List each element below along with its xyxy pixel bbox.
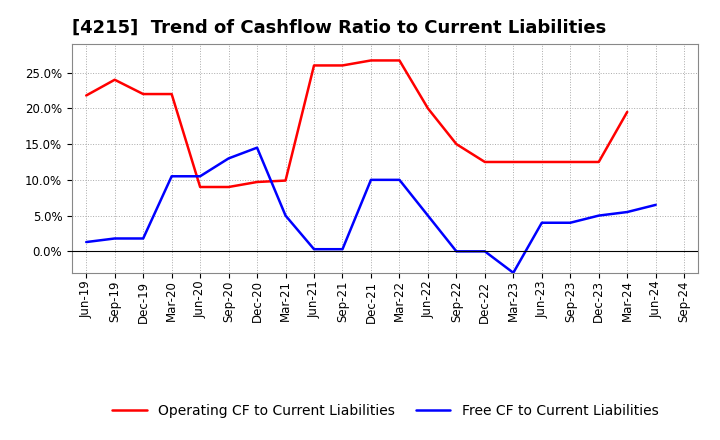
Operating CF to Current Liabilities	[395, 58, 404, 63]
Free CF to Current Liabilities	[595, 213, 603, 218]
Legend: Operating CF to Current Liabilities, Free CF to Current Liabilities: Operating CF to Current Liabilities, Fre…	[107, 399, 664, 424]
Operating CF to Current Liabilities	[452, 141, 461, 147]
Text: [4215]  Trend of Cashflow Ratio to Current Liabilities: [4215] Trend of Cashflow Ratio to Curren…	[72, 19, 606, 37]
Free CF to Current Liabilities	[537, 220, 546, 225]
Free CF to Current Liabilities	[167, 174, 176, 179]
Free CF to Current Liabilities	[366, 177, 375, 183]
Operating CF to Current Liabilities	[480, 159, 489, 165]
Free CF to Current Liabilities	[110, 236, 119, 241]
Operating CF to Current Liabilities	[253, 180, 261, 185]
Free CF to Current Liabilities	[282, 213, 290, 218]
Free CF to Current Liabilities	[225, 156, 233, 161]
Line: Operating CF to Current Liabilities: Operating CF to Current Liabilities	[86, 60, 627, 187]
Free CF to Current Liabilities	[196, 174, 204, 179]
Operating CF to Current Liabilities	[509, 159, 518, 165]
Free CF to Current Liabilities	[452, 249, 461, 254]
Operating CF to Current Liabilities	[423, 106, 432, 111]
Operating CF to Current Liabilities	[225, 184, 233, 190]
Operating CF to Current Liabilities	[537, 159, 546, 165]
Operating CF to Current Liabilities	[110, 77, 119, 82]
Free CF to Current Liabilities	[509, 270, 518, 275]
Free CF to Current Liabilities	[82, 239, 91, 245]
Operating CF to Current Liabilities	[566, 159, 575, 165]
Operating CF to Current Liabilities	[623, 109, 631, 114]
Free CF to Current Liabilities	[566, 220, 575, 225]
Free CF to Current Liabilities	[253, 145, 261, 150]
Free CF to Current Liabilities	[310, 246, 318, 252]
Free CF to Current Liabilities	[623, 209, 631, 215]
Free CF to Current Liabilities	[480, 249, 489, 254]
Free CF to Current Liabilities	[652, 202, 660, 208]
Free CF to Current Liabilities	[395, 177, 404, 183]
Operating CF to Current Liabilities	[366, 58, 375, 63]
Free CF to Current Liabilities	[338, 246, 347, 252]
Operating CF to Current Liabilities	[139, 92, 148, 97]
Free CF to Current Liabilities	[139, 236, 148, 241]
Operating CF to Current Liabilities	[167, 92, 176, 97]
Operating CF to Current Liabilities	[282, 178, 290, 183]
Operating CF to Current Liabilities	[338, 63, 347, 68]
Operating CF to Current Liabilities	[310, 63, 318, 68]
Operating CF to Current Liabilities	[82, 93, 91, 98]
Operating CF to Current Liabilities	[595, 159, 603, 165]
Line: Free CF to Current Liabilities: Free CF to Current Liabilities	[86, 148, 656, 273]
Operating CF to Current Liabilities	[196, 184, 204, 190]
Free CF to Current Liabilities	[423, 213, 432, 218]
